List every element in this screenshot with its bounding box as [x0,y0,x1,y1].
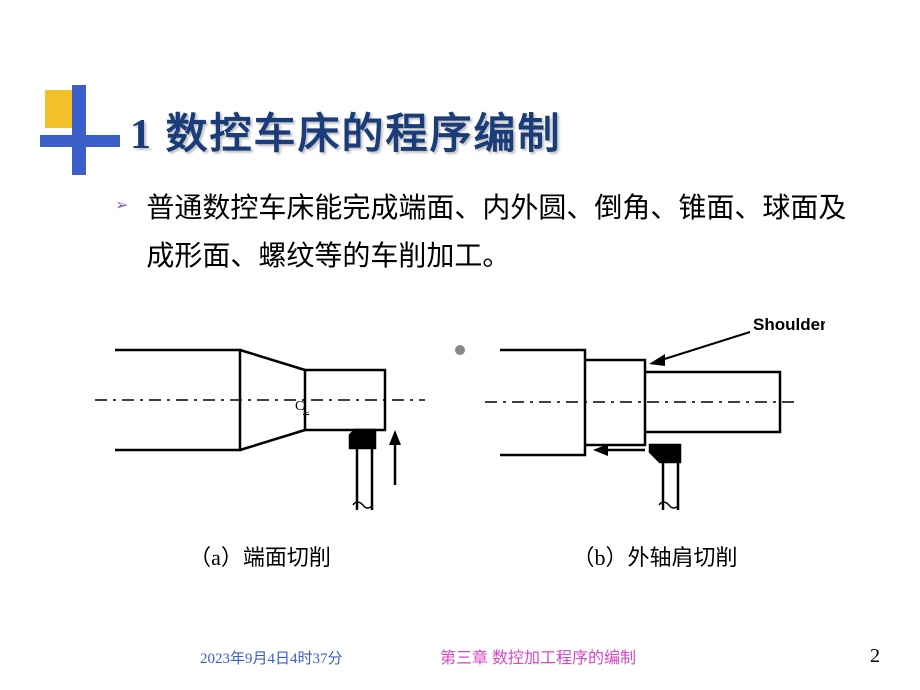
slide: 1 数控车床的程序编制 ➢ 普通数控车床能完成端面、内外圆、倒角、锥面、球面及成… [0,0,920,690]
footer-date: 2023年9月4日4时37分 [200,647,343,668]
svg-text:L: L [303,405,309,416]
slide-title: 1 数控车床的程序编制 [130,100,562,161]
diagram-b-caption: （b）外轴肩切削 [572,540,737,572]
title-block: 1 数控车床的程序编制 [40,85,562,175]
shoulder-cutting-diagram: Shoulder [485,310,825,510]
diagram-a: C L （a）端面切削 [95,310,425,572]
footer-page-number: 2 [870,645,880,668]
bullet-row: ➢ 普通数控车床能完成端面、内外圆、倒角、锥面、球面及成形面、螺纹等的车削加工。 [115,185,866,280]
end-face-cutting-diagram: C L [95,310,425,510]
footer-chapter: 第三章 数控加工程序的编制 [440,644,636,668]
shoulder-label: Shoulder [753,315,825,334]
diagram-row: C L （a）端面切削 [0,310,920,572]
bullet-text: 普通数控车床能完成端面、内外圆、倒角、锥面、球面及成形面、螺纹等的车削加工。 [146,185,866,280]
diagram-b: Shoulder （b）外轴肩切削 [485,310,825,572]
diagram-a-caption: （a）端面切削 [189,540,331,572]
bullet-icon: ➢ [115,195,128,215]
title-decoration [40,85,120,175]
